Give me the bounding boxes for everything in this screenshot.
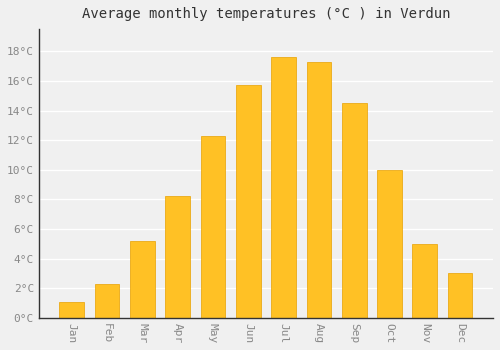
Bar [200, 136, 226, 318]
Bar [130, 241, 155, 318]
Title: Average monthly temperatures (°C ) in Verdun: Average monthly temperatures (°C ) in Ve… [82, 7, 450, 21]
Bar [166, 196, 190, 318]
Bar [60, 302, 84, 318]
Bar [377, 170, 402, 318]
Bar [94, 284, 120, 318]
Bar [448, 273, 472, 318]
Bar [306, 62, 331, 318]
Bar [236, 85, 260, 318]
Bar [271, 57, 296, 318]
Bar [412, 244, 437, 318]
Bar [342, 103, 366, 318]
